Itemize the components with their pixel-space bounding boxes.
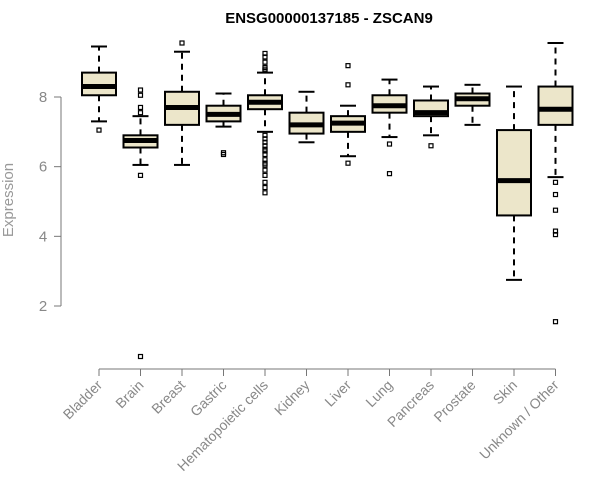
box-group <box>413 85 449 149</box>
outlier-point <box>137 87 144 93</box>
x-tick-label: Skin <box>490 377 521 408</box>
x-tick-label: Prostate <box>430 377 478 425</box>
chart-title: ENSG00000137185 - ZSCAN9 <box>225 10 433 27</box>
y-tick-label: 6 <box>39 159 47 176</box>
box-group <box>454 83 491 126</box>
box-group <box>122 87 159 360</box>
y-axis-label: Expression <box>0 163 17 237</box>
y-tick-label: 8 <box>39 89 47 106</box>
outlier-point <box>262 160 268 166</box>
outlier-point <box>552 231 559 238</box>
outlier-point <box>137 92 144 98</box>
y-axis: 2 4 6 8 <box>39 89 62 315</box>
outlier-point <box>428 143 434 149</box>
outlier-point <box>552 207 559 213</box>
box-iqr <box>81 71 117 97</box>
outlier-point <box>262 136 268 142</box>
outlier-point <box>345 82 351 88</box>
outlier-point <box>137 104 144 111</box>
box-group <box>371 78 408 177</box>
outlier-point <box>137 172 144 178</box>
outlier-point <box>262 66 268 72</box>
boxes-layer <box>81 40 574 360</box>
x-tick-label: Brain <box>112 377 146 411</box>
x-tick-label: Unknown / Other <box>476 377 562 463</box>
outlier-point <box>262 59 268 65</box>
outlier-point <box>552 179 559 185</box>
outlier-point <box>386 171 393 177</box>
outlier-point <box>262 143 268 149</box>
outlier-point <box>262 190 268 196</box>
x-tick-label: Kidney <box>271 377 313 419</box>
outlier-point <box>345 63 351 69</box>
outlier-point <box>262 184 268 191</box>
outlier-point <box>262 167 268 173</box>
outlier-point <box>552 191 559 198</box>
box-iqr <box>537 85 574 126</box>
box-group <box>81 45 117 133</box>
outlier-point <box>345 160 351 166</box>
outlier-point <box>179 40 185 46</box>
outlier-point <box>552 319 559 325</box>
outlier-point <box>386 141 393 147</box>
x-tick-label: Liver <box>321 377 354 410</box>
box-iqr <box>496 129 532 217</box>
box-group <box>288 90 325 144</box>
box-group <box>205 92 242 158</box>
x-tick-label: Lung <box>362 377 395 410</box>
box-group <box>330 63 366 166</box>
outlier-point <box>262 172 268 178</box>
y-tick-label: 2 <box>39 298 47 315</box>
y-tick-label: 4 <box>39 228 47 245</box>
outlier-point <box>262 148 268 154</box>
box-group <box>496 85 532 281</box>
outlier-point <box>137 110 144 116</box>
box-group <box>164 40 200 166</box>
box-group <box>247 50 283 196</box>
x-tick-label: Bladder <box>60 377 106 423</box>
outlier-point <box>262 50 268 57</box>
outlier-point <box>262 179 268 185</box>
outlier-point <box>220 151 227 158</box>
outlier-point <box>96 127 102 133</box>
x-tick-label: Breast <box>148 377 188 417</box>
box-group <box>537 42 574 325</box>
outlier-point <box>137 353 144 360</box>
